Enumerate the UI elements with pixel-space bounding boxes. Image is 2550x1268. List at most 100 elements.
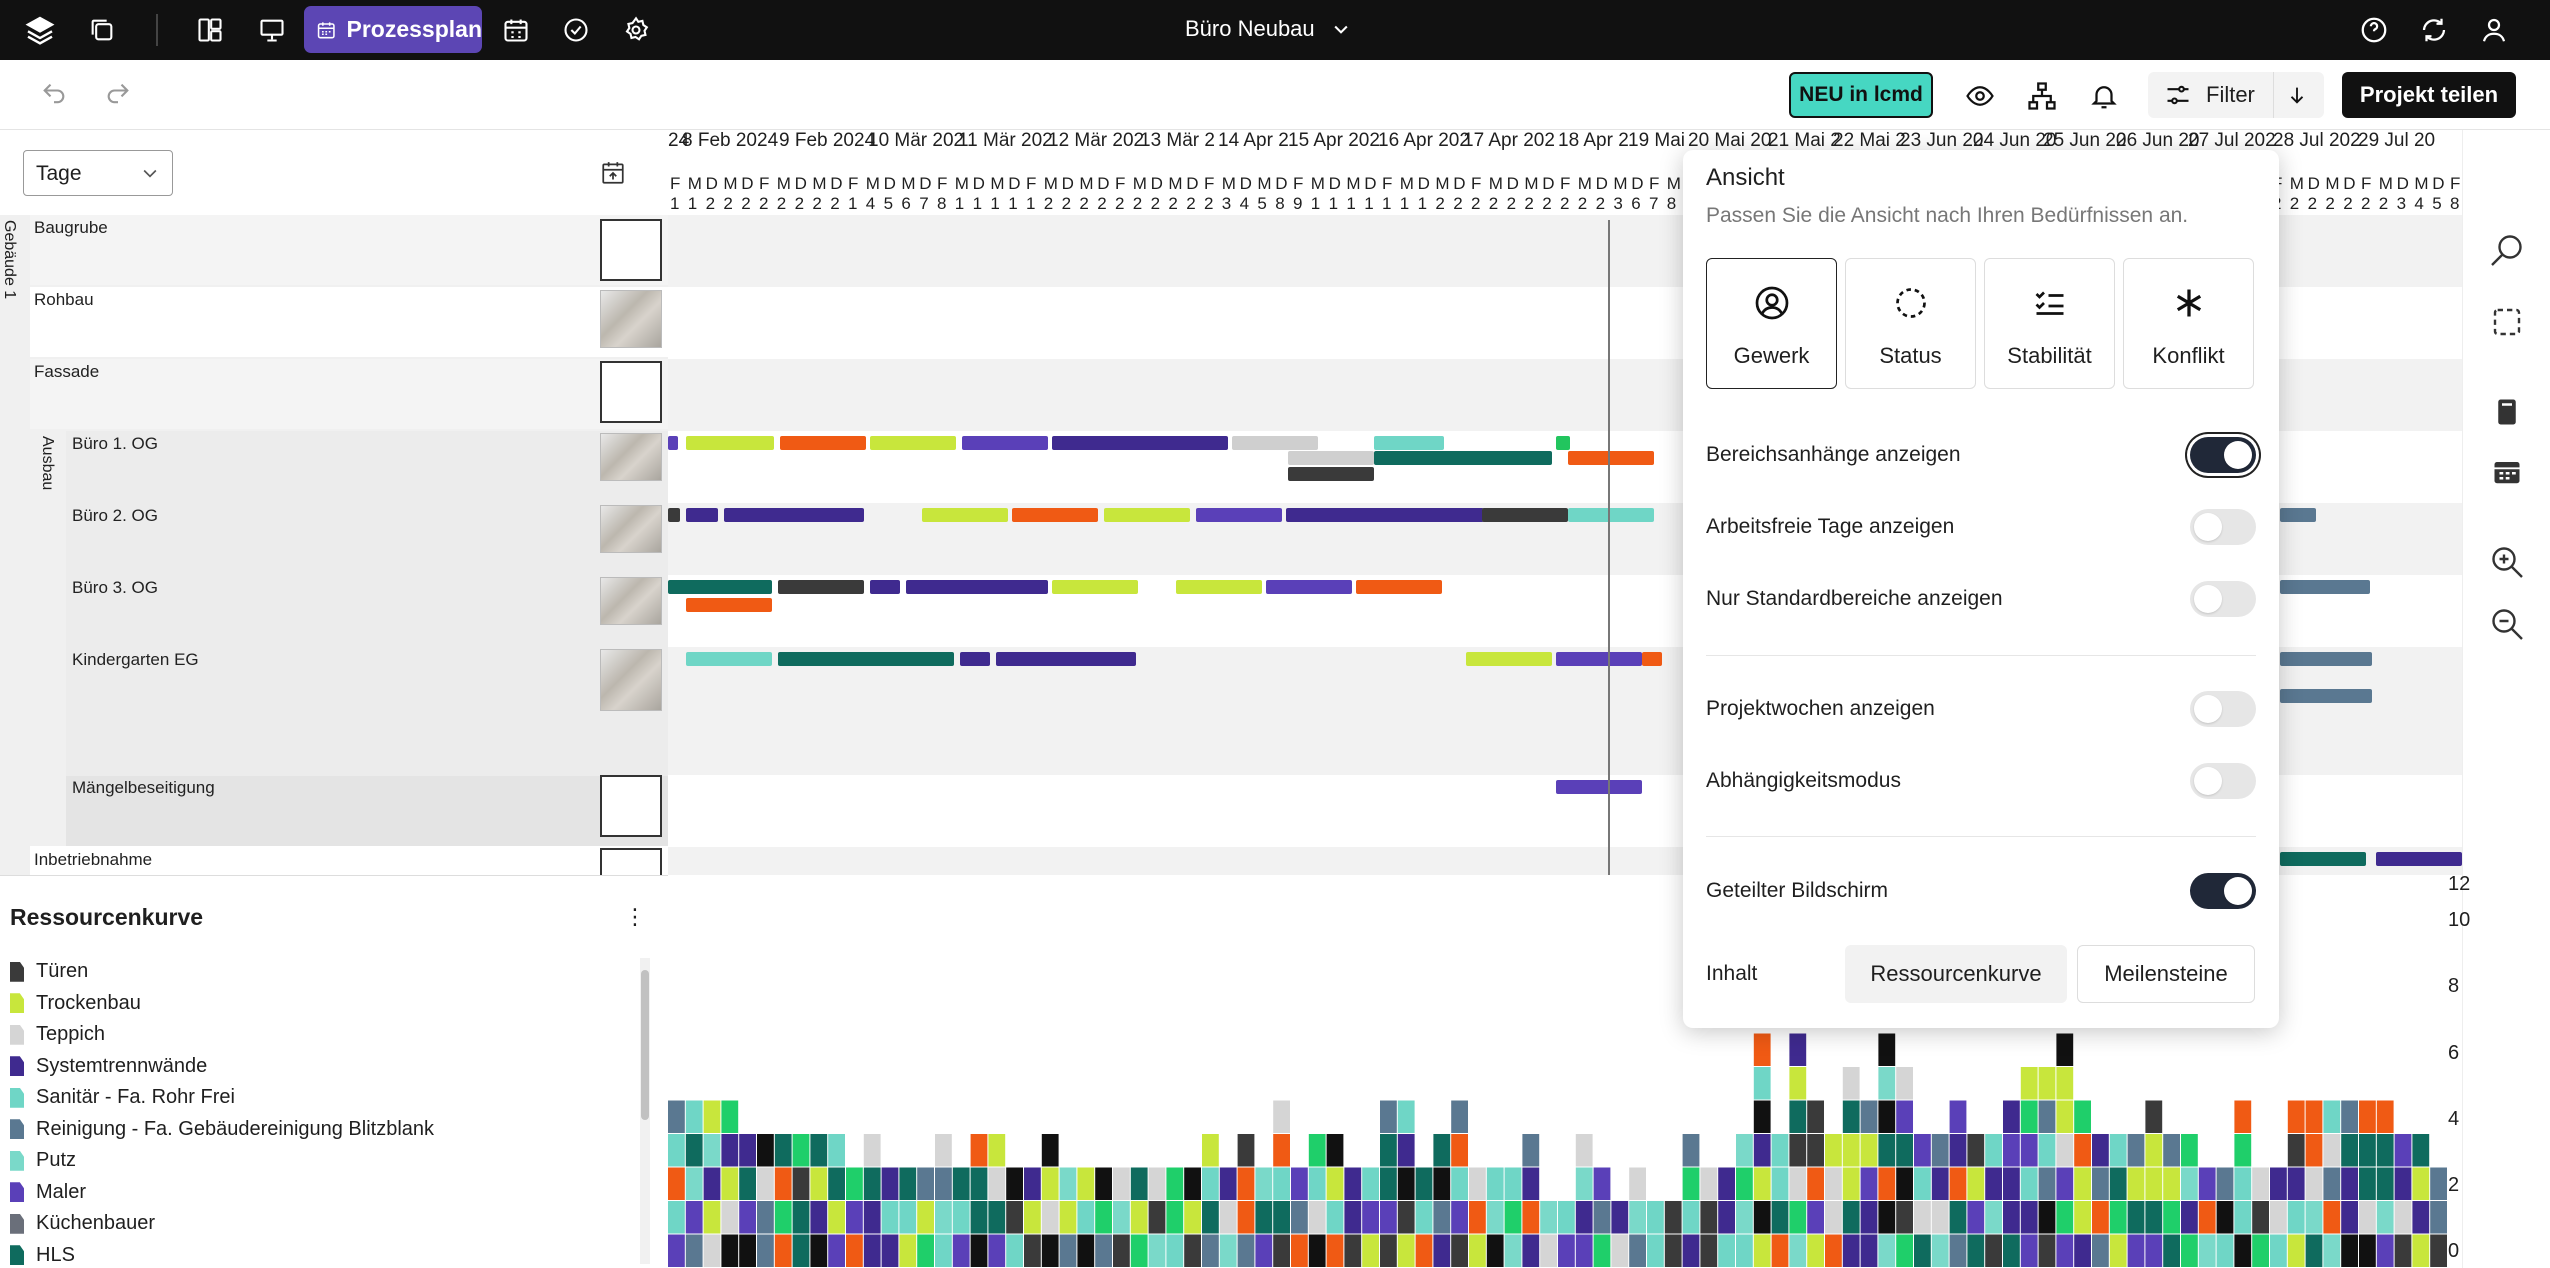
task-bar[interactable]: [1642, 652, 1662, 666]
task-bar[interactable]: [668, 508, 680, 522]
area-thumbnail-plan[interactable]: [600, 433, 662, 481]
task-bar[interactable]: [1374, 436, 1444, 450]
legend-item[interactable]: Sanitär - Fa. Rohr Frei: [10, 1082, 638, 1114]
area-thumbnail-empty[interactable]: [600, 848, 662, 878]
task-bar[interactable]: [1286, 508, 1506, 522]
check-circle-icon[interactable]: [558, 12, 594, 48]
eye-icon[interactable]: [1962, 78, 1998, 114]
task-bar[interactable]: [780, 436, 866, 450]
task-bar[interactable]: [1104, 508, 1190, 522]
selection-box-icon[interactable]: [2487, 302, 2527, 342]
legend-item[interactable]: Türen: [10, 956, 638, 988]
dashboard-icon[interactable]: [192, 12, 228, 48]
toggle-bereichsanhaenge[interactable]: [2190, 437, 2256, 473]
legend-item[interactable]: Teppich: [10, 1019, 638, 1051]
area-thumbnail-plan[interactable]: [600, 577, 662, 625]
task-bar[interactable]: [1288, 467, 1374, 481]
task-bar[interactable]: [960, 652, 990, 666]
task-bar[interactable]: [922, 508, 1008, 522]
area-thumbnail-plan[interactable]: [600, 505, 662, 553]
legend-item[interactable]: Systemtrennwände: [10, 1051, 638, 1083]
neu-in-lcmd-button[interactable]: NEU in lcmd: [1789, 72, 1933, 118]
task-bar[interactable]: [2376, 852, 2462, 866]
row-label[interactable]: Rohbau: [34, 290, 94, 309]
task-bar[interactable]: [1052, 580, 1138, 594]
legend-item[interactable]: Küchenbauer: [10, 1208, 638, 1240]
task-bar[interactable]: [778, 652, 954, 666]
tab-prozessplan[interactable]: Prozessplan: [304, 6, 482, 53]
task-bar[interactable]: [1012, 508, 1098, 522]
task-bar[interactable]: [1052, 436, 1228, 450]
gear-icon[interactable]: [618, 12, 654, 48]
toggle-abhaengigkeitsmodus[interactable]: [2190, 763, 2256, 799]
legend-scroll-thumb[interactable]: [641, 970, 649, 1120]
copy-icon[interactable]: [84, 12, 120, 48]
task-bar[interactable]: [870, 580, 900, 594]
zoom-out-icon[interactable]: [2487, 604, 2527, 644]
task-bar[interactable]: [906, 580, 1048, 594]
legend-scrollbar[interactable]: [640, 958, 650, 1264]
toggle-projektwochen[interactable]: [2190, 691, 2256, 727]
toggle-standardbereiche[interactable]: [2190, 581, 2256, 617]
task-bar[interactable]: [668, 436, 678, 450]
sync-icon[interactable]: [2416, 12, 2452, 48]
undo-icon[interactable]: [36, 76, 72, 112]
presentation-icon[interactable]: [254, 12, 290, 48]
task-bar[interactable]: [1196, 508, 1282, 522]
legend-item[interactable]: Putz: [10, 1145, 638, 1177]
redo-icon[interactable]: [100, 76, 136, 112]
task-bar[interactable]: [1556, 436, 1570, 450]
area-thumbnail-plan[interactable]: [600, 649, 662, 711]
task-bar[interactable]: [1568, 451, 1654, 465]
task-bar[interactable]: [2280, 852, 2366, 866]
task-bar[interactable]: [1482, 508, 1568, 522]
view-status-card[interactable]: Status: [1845, 258, 1976, 389]
arrow-down-icon[interactable]: [2286, 84, 2308, 106]
content-milestones-button[interactable]: Meilensteine: [2077, 945, 2255, 1003]
row-label[interactable]: Kindergarten EG: [72, 650, 199, 669]
toggle-arbeitsfreie-tage[interactable]: [2190, 509, 2256, 545]
task-bar[interactable]: [2280, 580, 2370, 594]
user-icon[interactable]: [2476, 12, 2512, 48]
more-vertical-icon[interactable]: ⋮: [624, 904, 646, 929]
share-project-button[interactable]: Projekt teilen: [2342, 72, 2516, 118]
task-bar[interactable]: [1176, 580, 1262, 594]
area-thumbnail-empty[interactable]: [600, 361, 662, 423]
view-gewerk-card[interactable]: Gewerk: [1706, 258, 1837, 389]
task-bar[interactable]: [2280, 508, 2316, 522]
task-bar[interactable]: [686, 508, 718, 522]
clipboard-icon[interactable]: [2487, 392, 2527, 432]
area-thumbnail-plan[interactable]: [600, 290, 662, 348]
task-bar[interactable]: [2280, 652, 2372, 666]
task-bar[interactable]: [686, 436, 774, 450]
view-konflikt-card[interactable]: Konflikt: [2123, 258, 2254, 389]
collapse-calendar-icon[interactable]: [596, 156, 630, 190]
task-bar[interactable]: [724, 508, 864, 522]
content-resource-curve-button[interactable]: Ressourcenkurve: [1845, 945, 2067, 1003]
help-icon[interactable]: [2356, 12, 2392, 48]
row-label[interactable]: Büro 1. OG: [72, 434, 158, 453]
task-bar[interactable]: [1556, 780, 1642, 794]
task-bar[interactable]: [686, 598, 772, 612]
area-thumbnail-empty[interactable]: [600, 775, 662, 837]
task-bar[interactable]: [1466, 652, 1552, 666]
legend-item[interactable]: Trockenbau: [10, 988, 638, 1020]
project-title-dropdown[interactable]: Büro Neubau: [1185, 16, 1351, 42]
bell-icon[interactable]: [2086, 78, 2122, 114]
zoom-in-icon[interactable]: [2487, 542, 2527, 582]
legend-item[interactable]: Maler: [10, 1177, 638, 1209]
task-bar[interactable]: [668, 580, 772, 594]
row-label[interactable]: Büro 2. OG: [72, 506, 158, 525]
view-scale-select[interactable]: Tage: [23, 150, 173, 196]
filter-button[interactable]: Filter: [2148, 72, 2324, 118]
row-label[interactable]: Büro 3. OG: [72, 578, 158, 597]
task-bar[interactable]: [1232, 436, 1318, 450]
toggle-geteilter-bildschirm[interactable]: [2190, 873, 2256, 909]
task-bar[interactable]: [962, 436, 1048, 450]
search-icon[interactable]: [2487, 230, 2527, 270]
view-stabilitaet-card[interactable]: Stabilität: [1984, 258, 2115, 389]
row-label[interactable]: Mängelbeseitigung: [72, 778, 215, 797]
task-bar[interactable]: [1374, 451, 1552, 465]
task-bar[interactable]: [686, 652, 772, 666]
task-bar[interactable]: [1266, 580, 1352, 594]
